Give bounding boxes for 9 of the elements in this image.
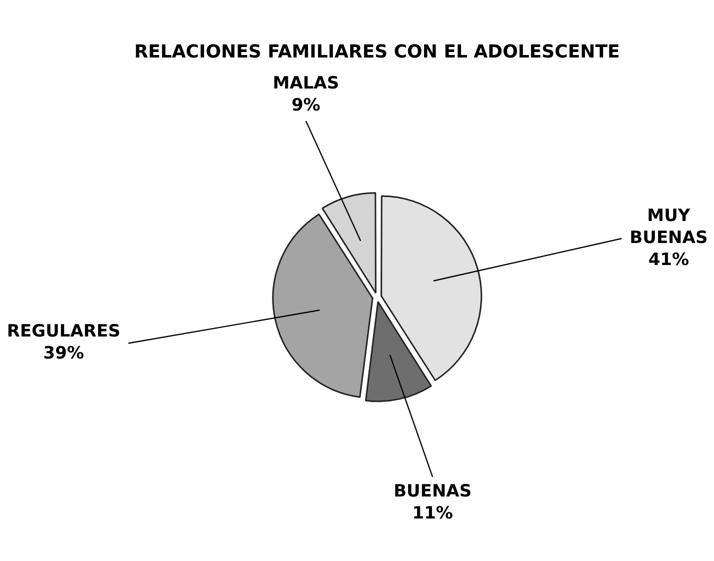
chart-title: RELACIONES FAMILIARES CON EL ADOLESCENTE <box>134 41 620 62</box>
slice-label: MUY BUENAS <box>630 206 708 248</box>
data-label: 11% <box>412 503 453 524</box>
slice-label: BUENAS <box>394 481 472 502</box>
slice-label: REGULARES <box>6 322 120 342</box>
data-label: 39% <box>43 344 84 364</box>
data-label: 41% <box>648 250 690 270</box>
data-label: 9% <box>291 95 320 116</box>
slice-label: MALAS <box>272 73 340 94</box>
